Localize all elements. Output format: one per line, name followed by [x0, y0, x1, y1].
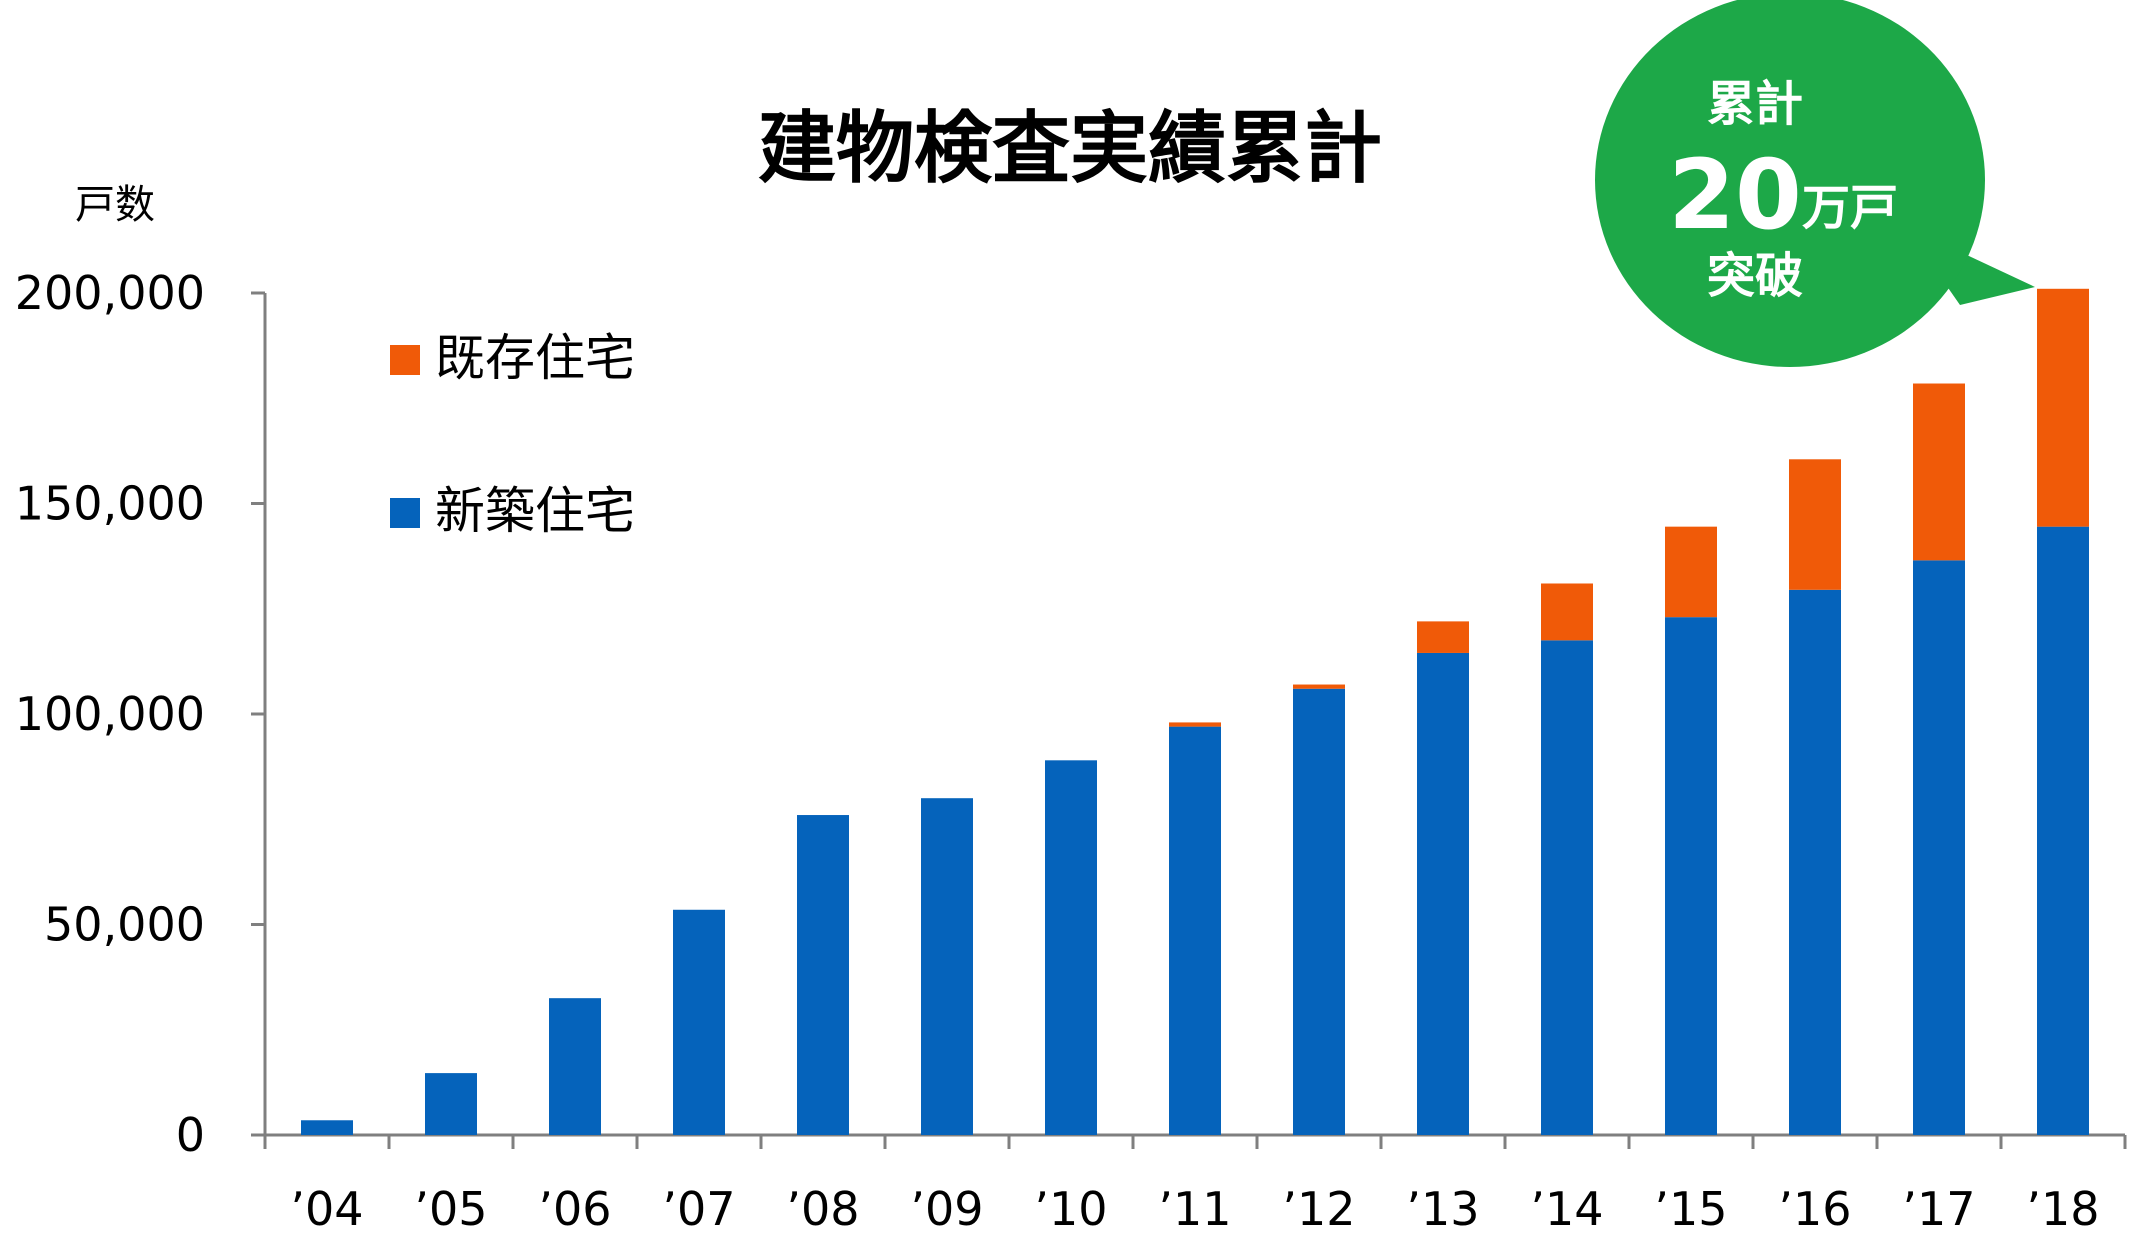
x-tick-label: ’12 [1282, 1182, 1355, 1236]
x-tick-label: ’15 [1654, 1182, 1727, 1236]
bar-new [549, 998, 601, 1135]
bar-new [673, 909, 725, 1135]
legend-swatch [390, 498, 420, 528]
y-tick-label: 50,000 [44, 898, 205, 952]
bar-existing [2037, 288, 2089, 527]
x-tick-label: ’18 [2026, 1182, 2099, 1236]
bar-new [1045, 760, 1097, 1135]
bar-new [1789, 589, 1841, 1135]
callout-line3: 突破 [1707, 248, 1803, 304]
chart-title: 建物検査実績累計 [758, 104, 1382, 194]
y-tick-label: 100,000 [15, 687, 205, 741]
x-tick-label: ’16 [1778, 1182, 1851, 1236]
bar-existing [1665, 526, 1717, 618]
x-tick-label: ’06 [538, 1182, 611, 1236]
x-tick-label: ’11 [1158, 1182, 1231, 1236]
x-tick-label: ’05 [414, 1182, 487, 1236]
bar-new [301, 1120, 353, 1135]
callout-number: 20 [1668, 139, 1802, 251]
y-tick-label: 150,000 [15, 477, 205, 531]
bar-new [1169, 726, 1221, 1135]
callout-line1: 累計 [1707, 76, 1803, 132]
legend-swatch [390, 345, 420, 375]
bar-new [1913, 560, 1965, 1135]
bar-new [1541, 640, 1593, 1135]
bar-new [2037, 526, 2089, 1135]
y-axis-label: 戸数 [75, 182, 155, 228]
bar-existing [1541, 583, 1593, 641]
y-ticks: 0 50,000 100,000 150,000 200,000 [15, 266, 265, 1162]
bar-existing [1417, 621, 1469, 653]
x-ticks: ’04 ’05 ’06 ’07 ’08 ’09 ’10 ’11 ’12 ’13 ’14 ’15 ’16 ’… [263, 1135, 2127, 1236]
bar-new [1417, 652, 1469, 1135]
bar-new [1665, 617, 1717, 1135]
y-tick-label: 0 [176, 1108, 205, 1162]
bar-new [1293, 688, 1345, 1135]
bars [301, 288, 2089, 1135]
x-tick-label: ’09 [910, 1182, 983, 1236]
bar-existing [1789, 459, 1841, 590]
x-tick-label: ’14 [1530, 1182, 1603, 1236]
callout-ellipse [1595, 0, 1985, 367]
x-tick-label: ’17 [1902, 1182, 1975, 1236]
x-tick-label: ’10 [1034, 1182, 1107, 1236]
bar-existing [1913, 383, 1965, 561]
bar-new [921, 798, 973, 1135]
y-tick-label: 200,000 [15, 266, 205, 320]
bar-new [425, 1073, 477, 1135]
legend-label: 既存住宅 [435, 329, 635, 387]
x-tick-label: ’07 [662, 1182, 735, 1236]
bar-new [797, 815, 849, 1135]
x-tick-label: ’08 [786, 1182, 859, 1236]
bar-existing [1169, 722, 1221, 727]
x-tick-label: ’13 [1406, 1182, 1479, 1236]
x-tick-label: ’04 [290, 1182, 363, 1236]
bar-existing [1293, 684, 1345, 689]
legend-label: 新築住宅 [435, 482, 635, 540]
callout-unit: 万戸 [1802, 180, 1898, 236]
